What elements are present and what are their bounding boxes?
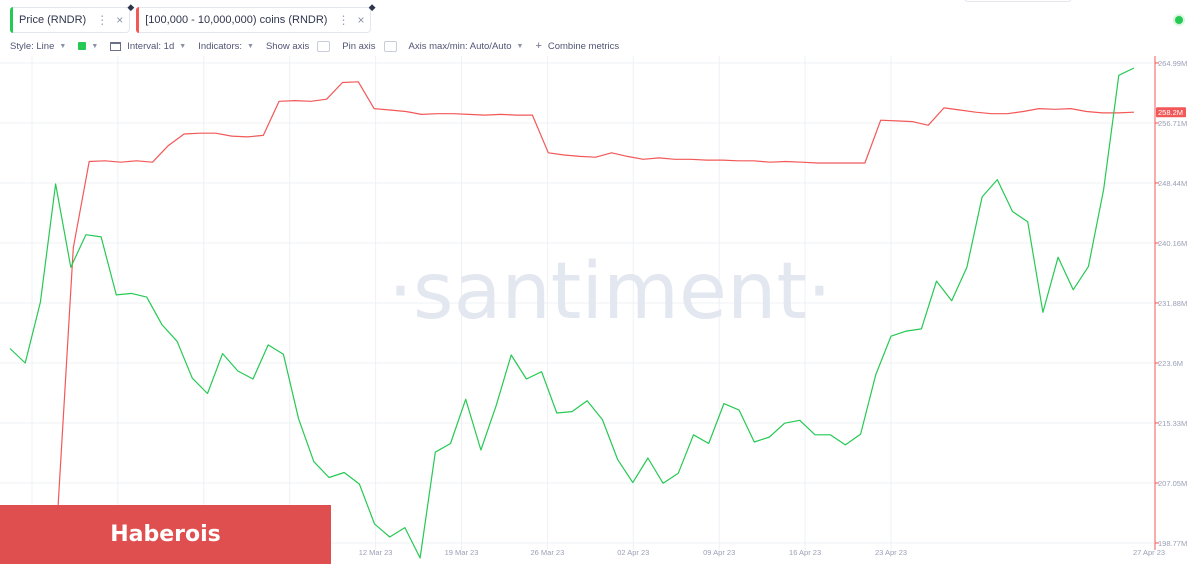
series-line (9, 81, 1135, 518)
overlay-banner: Haberois (0, 505, 331, 564)
metric-tab-label: Price (RNDR) (19, 14, 87, 26)
checkbox-icon[interactable] (317, 40, 331, 52)
x-tick-label: 12 Mar 23 (359, 548, 393, 557)
plus-icon: + (535, 40, 542, 52)
drag-handle-icon[interactable]: ◆ (368, 2, 376, 12)
axis-minmax-dropdown[interactable]: Axis max/min: Auto/Auto ▼ (409, 41, 524, 52)
y-tick-label: 207.05M (1158, 479, 1187, 488)
last-value-label: 258.2M (1156, 107, 1186, 118)
chevron-down-icon: ▼ (91, 42, 99, 50)
close-icon[interactable]: × (116, 13, 124, 27)
x-tick-label: 16 Apr 23 (789, 548, 821, 557)
overlay-label: Haberois (110, 522, 221, 547)
watermark: ·santiment· (388, 247, 832, 337)
metric-tabs: Price (RNDR) ⋮ × ◆ [100,000 - 10,000,000… (10, 2, 375, 33)
color-picker[interactable]: ▼ (78, 42, 98, 50)
x-tick-label: 02 Apr 23 (617, 548, 649, 557)
chevron-down-icon: ▼ (516, 42, 524, 50)
color-swatch-icon (78, 42, 87, 50)
style-label: Style: Line (10, 40, 55, 52)
x-tick-label: 26 Mar 23 (531, 548, 565, 557)
grid-lines (0, 56, 1155, 550)
metric-tab-label: [100,000 - 10,000,000) coins (RNDR) (145, 14, 328, 26)
x-tick-label: 19 Mar 23 (445, 548, 479, 557)
metric-tab-price[interactable]: Price (RNDR) ⋮ × ◆ (10, 2, 134, 33)
last-value-badge (1156, 107, 1186, 118)
status-indicator (1175, 16, 1183, 24)
combine-label: Combine metrics (547, 40, 620, 52)
chevron-down-icon: ▼ (59, 42, 67, 50)
more-options-icon[interactable]: ⋮ (337, 13, 350, 27)
show-axis-toggle[interactable]: Show axis (265, 40, 331, 52)
y-axis-ticks: 264.99M 256.71M 248.44M 240.16M 231.88M 223.6… (1155, 59, 1187, 548)
chart-toolbar: Style: Line ▼ ▼ Interval: 1d ▼ Indicator… (10, 39, 631, 53)
axis-minmax-label: Axis max/min: Auto/Auto (408, 40, 512, 52)
close-icon[interactable]: × (357, 13, 365, 27)
last-value-text: 258.2M (1158, 108, 1183, 117)
x-tick-label: 23 Apr 23 (875, 548, 907, 557)
x-tick-label: 27 Apr 23 (1133, 548, 1165, 557)
chevron-down-icon: ▼ (247, 42, 254, 50)
interval-label: Interval: 1d (127, 40, 175, 52)
style-dropdown[interactable]: Style: Line ▼ (10, 41, 66, 52)
series-lines (9, 67, 1135, 559)
interval-dropdown[interactable]: Interval: 1d ▼ (110, 41, 186, 52)
indicators-dropdown[interactable]: Indicators: ▼ (198, 41, 254, 52)
y-tick-label: 198.77M (1158, 539, 1187, 548)
top-right-control[interactable] (964, 0, 1072, 2)
more-options-icon[interactable]: ⋮ (96, 13, 109, 27)
y-tick-label: 231.88M (1158, 299, 1187, 308)
metric-color-bar (136, 7, 140, 33)
metric-tab-holders[interactable]: [100,000 - 10,000,000) coins (RNDR) ⋮ × … (136, 2, 375, 33)
y-tick-label: 256.71M (1158, 119, 1187, 128)
pin-axis-toggle[interactable]: Pin axis (342, 40, 397, 52)
y-tick-label: 264.99M (1158, 59, 1187, 68)
calendar-icon (110, 41, 122, 51)
show-axis-label: Show axis (265, 40, 310, 52)
checkbox-icon[interactable] (383, 40, 397, 52)
y-tick-label: 248.44M (1158, 179, 1187, 188)
indicators-label: Indicators: (198, 40, 243, 52)
drag-handle-icon[interactable]: ◆ (127, 2, 135, 12)
x-tick-label: 09 Apr 23 (703, 548, 735, 557)
chart-area[interactable]: ·santiment· 264.99M 256.71M 248.44M 240.16M… (0, 56, 1200, 564)
y-tick-label: 223.6M (1158, 359, 1183, 368)
pin-axis-label: Pin axis (342, 40, 376, 52)
chevron-down-icon: ▼ (179, 42, 187, 50)
metric-color-bar (10, 7, 13, 33)
y-tick-label: 240.16M (1158, 239, 1187, 248)
y-tick-label: 215.33M (1158, 419, 1187, 428)
combine-metrics-button[interactable]: + Combine metrics (535, 40, 619, 52)
series-line (9, 67, 1135, 559)
